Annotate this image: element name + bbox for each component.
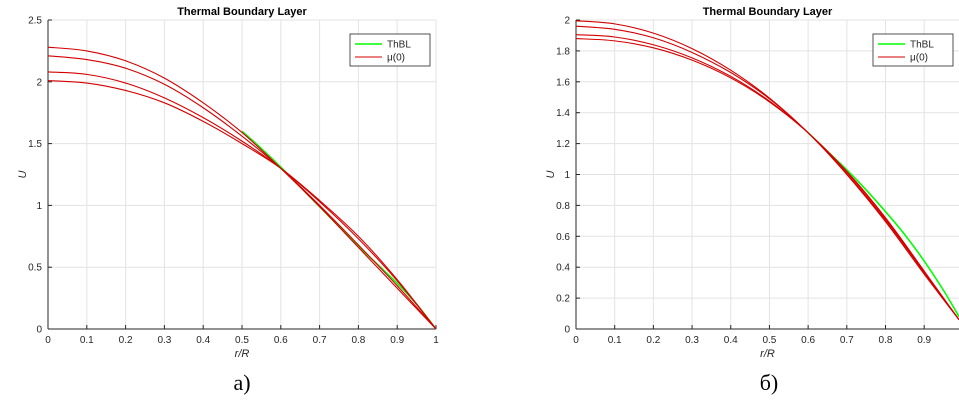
- y-tick-label: 1.8: [556, 46, 570, 57]
- x-tick-label: 0.1: [608, 335, 622, 346]
- panel-caption: б): [760, 370, 779, 395]
- x-tick-label: 0.4: [724, 335, 738, 346]
- y-tick-label: 0.5: [28, 263, 42, 274]
- x-tick-label: 0.2: [119, 335, 133, 346]
- y-tick-label: 2: [36, 77, 42, 88]
- y-tick-label: 1.4: [556, 108, 570, 119]
- x-tick-label: 0.2: [646, 335, 660, 346]
- series-line-mu0-2: [48, 55, 436, 329]
- x-tick-label: 0.5: [235, 335, 249, 346]
- x-tick-label: 0.5: [762, 335, 776, 346]
- legend-box: [872, 33, 954, 67]
- y-tick-label: 1.2: [556, 139, 570, 150]
- legend-entry-mu0: μ(0): [910, 53, 928, 64]
- x-tick-label: 0.7: [313, 335, 327, 346]
- x-tick-label: 0.3: [157, 335, 171, 346]
- x-axis-label: r/R: [235, 348, 250, 360]
- legend-entry-thbl: ThBL: [910, 40, 934, 51]
- series-line-mu0-2: [576, 25, 959, 321]
- legend-entry-thbl: ThBL: [387, 40, 411, 51]
- x-tick-label: 0.8: [879, 335, 893, 346]
- x-tick-label: 0: [45, 335, 51, 346]
- chart-title: Thermal Boundary Layer: [177, 6, 307, 18]
- series-group: [576, 20, 959, 321]
- y-tick-label: 0.4: [556, 263, 570, 274]
- legend: ThBL μ(0): [872, 33, 954, 67]
- y-tick-label: 0: [564, 325, 570, 336]
- series-line-mu0-4: [576, 37, 959, 321]
- chart-panel-b: 0 0.1 0.2 0.3 0.4 0.5 0.6 0.7 0.8 0.9 0 0.2 0.4 0.6 0.…: [545, 6, 959, 360]
- x-tick-label: 0.6: [274, 335, 288, 346]
- legend: ThBL μ(0): [349, 33, 431, 67]
- y-tick-label: 0.6: [556, 232, 570, 243]
- y-tick-label: 2.5: [28, 16, 42, 27]
- x-tick-label: 0.4: [196, 335, 210, 346]
- series-line-mu0-1: [48, 46, 436, 329]
- legend-entry-mu0: μ(0): [387, 53, 405, 64]
- y-tick-label: 1.5: [28, 139, 42, 150]
- y-axis-label: U: [17, 170, 29, 178]
- series-line-mu0-4: [48, 80, 436, 329]
- series-line-mu0-3: [48, 71, 436, 329]
- x-tick-label: 1: [433, 335, 439, 346]
- y-tick-label: 1: [564, 170, 570, 181]
- series-line-mu0-1: [576, 20, 959, 321]
- x-tick-label: 0.9: [390, 335, 404, 346]
- x-tick-label: 0.6: [801, 335, 815, 346]
- chart-title: Thermal Boundary Layer: [703, 6, 833, 18]
- y-tick-label: 0.8: [556, 201, 570, 212]
- x-tick-label: 0.9: [917, 335, 931, 346]
- x-tick-label: 0.3: [685, 335, 699, 346]
- y-tick-label: 1: [36, 201, 42, 212]
- x-tick-label: 0.7: [840, 335, 854, 346]
- series-group: [48, 46, 436, 329]
- panel-caption: а): [233, 370, 250, 395]
- x-tick-label: 0.8: [351, 335, 365, 346]
- legend-box: [349, 33, 431, 67]
- x-axis-label: r/R: [760, 348, 775, 360]
- x-tick-label: 0: [573, 335, 579, 346]
- y-tick-label: 1.6: [556, 77, 570, 88]
- y-tick-label: 0.2: [556, 294, 570, 305]
- y-tick-label: 2: [564, 16, 570, 27]
- y-axis-label: U: [545, 170, 557, 178]
- x-tick-label: 0.1: [80, 335, 94, 346]
- y-tick-label: 0: [36, 325, 42, 336]
- chart-panel-a: 0 0.1 0.2 0.3 0.4 0.5 0.6 0.7 0.8 0.9 1 0 0.5 1 1.5 2 2.…: [17, 6, 439, 360]
